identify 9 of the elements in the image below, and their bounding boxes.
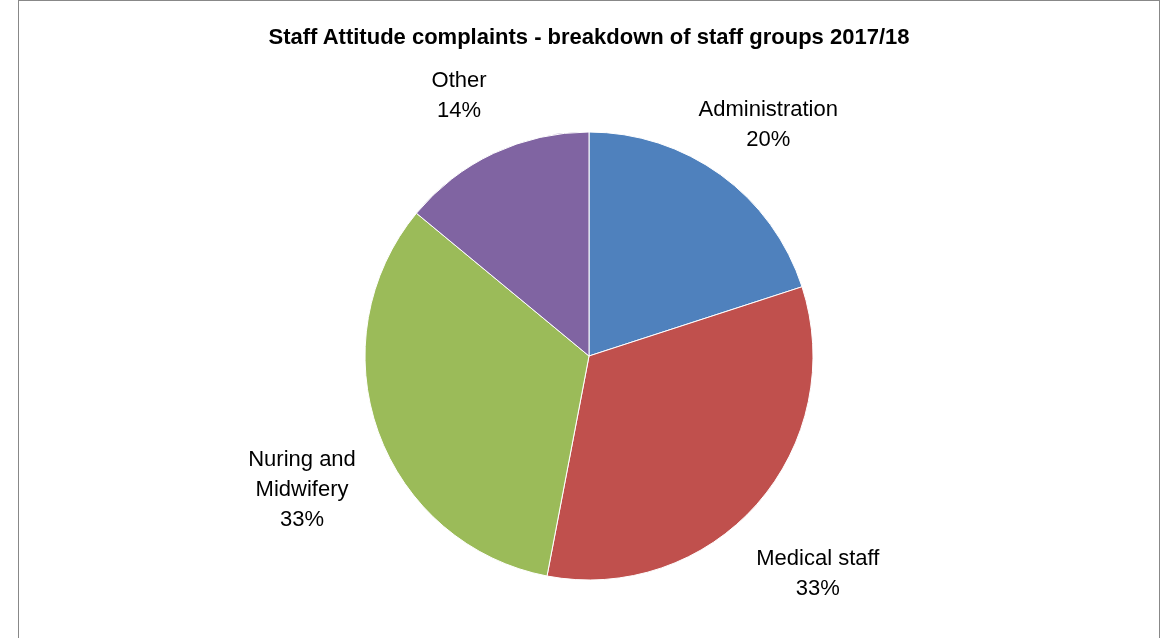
data-label: 20% (746, 126, 791, 152)
data-label: 33% (280, 506, 325, 532)
slice-label: Medical staff (756, 544, 881, 570)
data-label: 33% (795, 574, 840, 600)
chart-title: Staff Attitude complaints - breakdown of staff groups 2017/18 (268, 24, 910, 50)
slice-label: Nuring and Midwifery (248, 446, 356, 502)
data-label: 14% (437, 97, 482, 123)
slice-label: Other (431, 67, 487, 93)
slice-label: Administration (698, 96, 838, 122)
